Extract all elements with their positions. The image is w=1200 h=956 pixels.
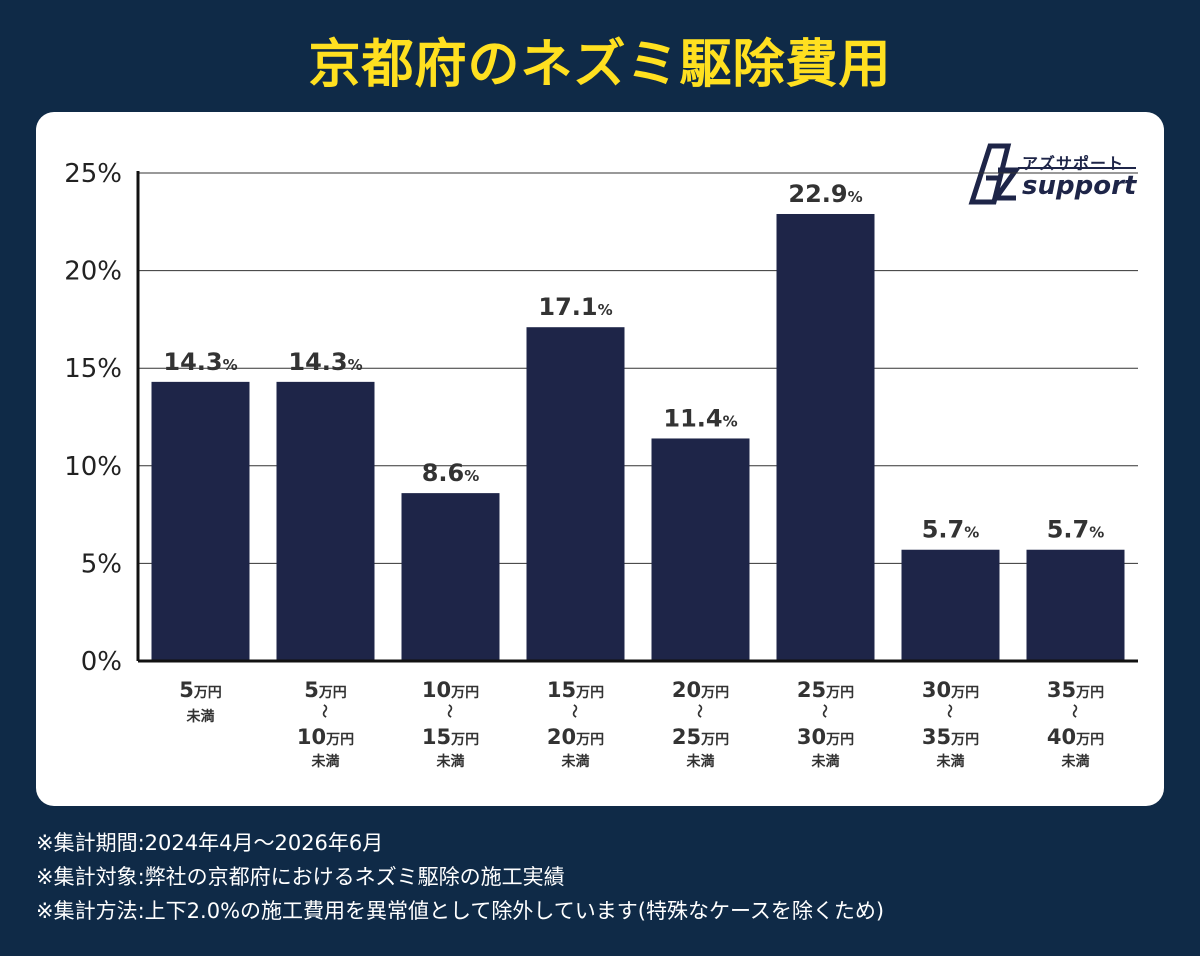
bar-value-label: 22.9% [788, 180, 862, 208]
bar-value-label: 5.7% [1047, 516, 1105, 544]
y-tick-label: 10% [64, 452, 122, 482]
category-label-from: 35万円 [1047, 678, 1104, 702]
category-label-from: 15万円 [547, 678, 604, 702]
category-range-symbol: 〜 [691, 704, 707, 718]
category-label-suffix: 未満 [937, 753, 965, 770]
y-tick-label: 5% [81, 549, 122, 579]
bar [401, 493, 500, 661]
footnote-period: ※集計期間:2024年4月〜2026年6月 [36, 831, 384, 855]
category-range-symbol: 〜 [816, 704, 832, 718]
category-label-to: 20万円 [547, 725, 604, 749]
category-label-suffix: 未満 [1062, 753, 1090, 770]
category-label-suffix: 未満 [687, 753, 715, 770]
category-label-from: 30万円 [922, 678, 979, 702]
category-range-symbol: 〜 [316, 704, 332, 718]
category-range-symbol: 〜 [1066, 704, 1082, 718]
category-label-to: 30万円 [797, 725, 854, 749]
category-label-suffix: 未満 [437, 753, 465, 770]
category-label-suffix: 未満 [812, 753, 840, 770]
logo-japanese-text: アズサポート [1022, 154, 1125, 173]
bar [276, 381, 375, 661]
category-range-symbol: 〜 [566, 704, 582, 718]
bar [1026, 549, 1125, 661]
az-support-logo-mark [968, 143, 1136, 205]
bar [651, 438, 750, 661]
bar-value-label: 14.3% [163, 348, 237, 376]
category-label-to: 25万円 [672, 725, 729, 749]
y-tick-label: 15% [64, 354, 122, 384]
footnote-method: ※集計方法:上下2.0%の施工費用を異常値として除外しています(特殊なケースを除… [36, 899, 885, 923]
bar-value-label: 5.7% [922, 516, 980, 544]
y-tick-label: 25% [64, 159, 122, 189]
footnotes: ※集計期間:2024年4月〜2026年6月 ※集計対象:弊社の京都府におけるネズ… [36, 826, 1176, 928]
bar-value-label: 11.4% [663, 404, 737, 432]
chart-title: 京都府のネズミ駆除費用 [308, 35, 892, 95]
bar-value-label: 14.3% [288, 348, 362, 376]
bar [901, 549, 1000, 661]
y-tick-label: 0% [81, 647, 122, 677]
category-label-from: 25万円 [797, 678, 854, 702]
category-range-symbol: 〜 [441, 704, 457, 718]
bar [526, 327, 625, 661]
category-label-from: 10万円 [422, 678, 479, 702]
bar-value-label: 17.1% [538, 293, 612, 321]
bar [776, 213, 875, 661]
category-label-to: 10万円 [297, 725, 354, 749]
category-label-to: 40万円 [1047, 725, 1104, 749]
category-label-to: 35万円 [922, 725, 979, 749]
category-label-suffix: 未満 [562, 753, 590, 770]
bar [151, 381, 250, 661]
category-label-to: 15万円 [422, 725, 479, 749]
logo-english-text: support [1022, 171, 1137, 201]
category-label-suffix: 未満 [312, 753, 340, 770]
category-label-suffix: 未満 [187, 708, 215, 725]
category-label-from: 5万円 [179, 678, 222, 702]
footnote-target: ※集計対象:弊社の京都府におけるネズミ駆除の施工実績 [36, 865, 565, 889]
category-range-symbol: 〜 [941, 704, 957, 718]
bar-value-label: 8.6% [422, 459, 480, 487]
category-label-from: 20万円 [672, 678, 729, 702]
y-tick-label: 20% [64, 257, 122, 287]
category-label-from: 5万円 [304, 678, 347, 702]
